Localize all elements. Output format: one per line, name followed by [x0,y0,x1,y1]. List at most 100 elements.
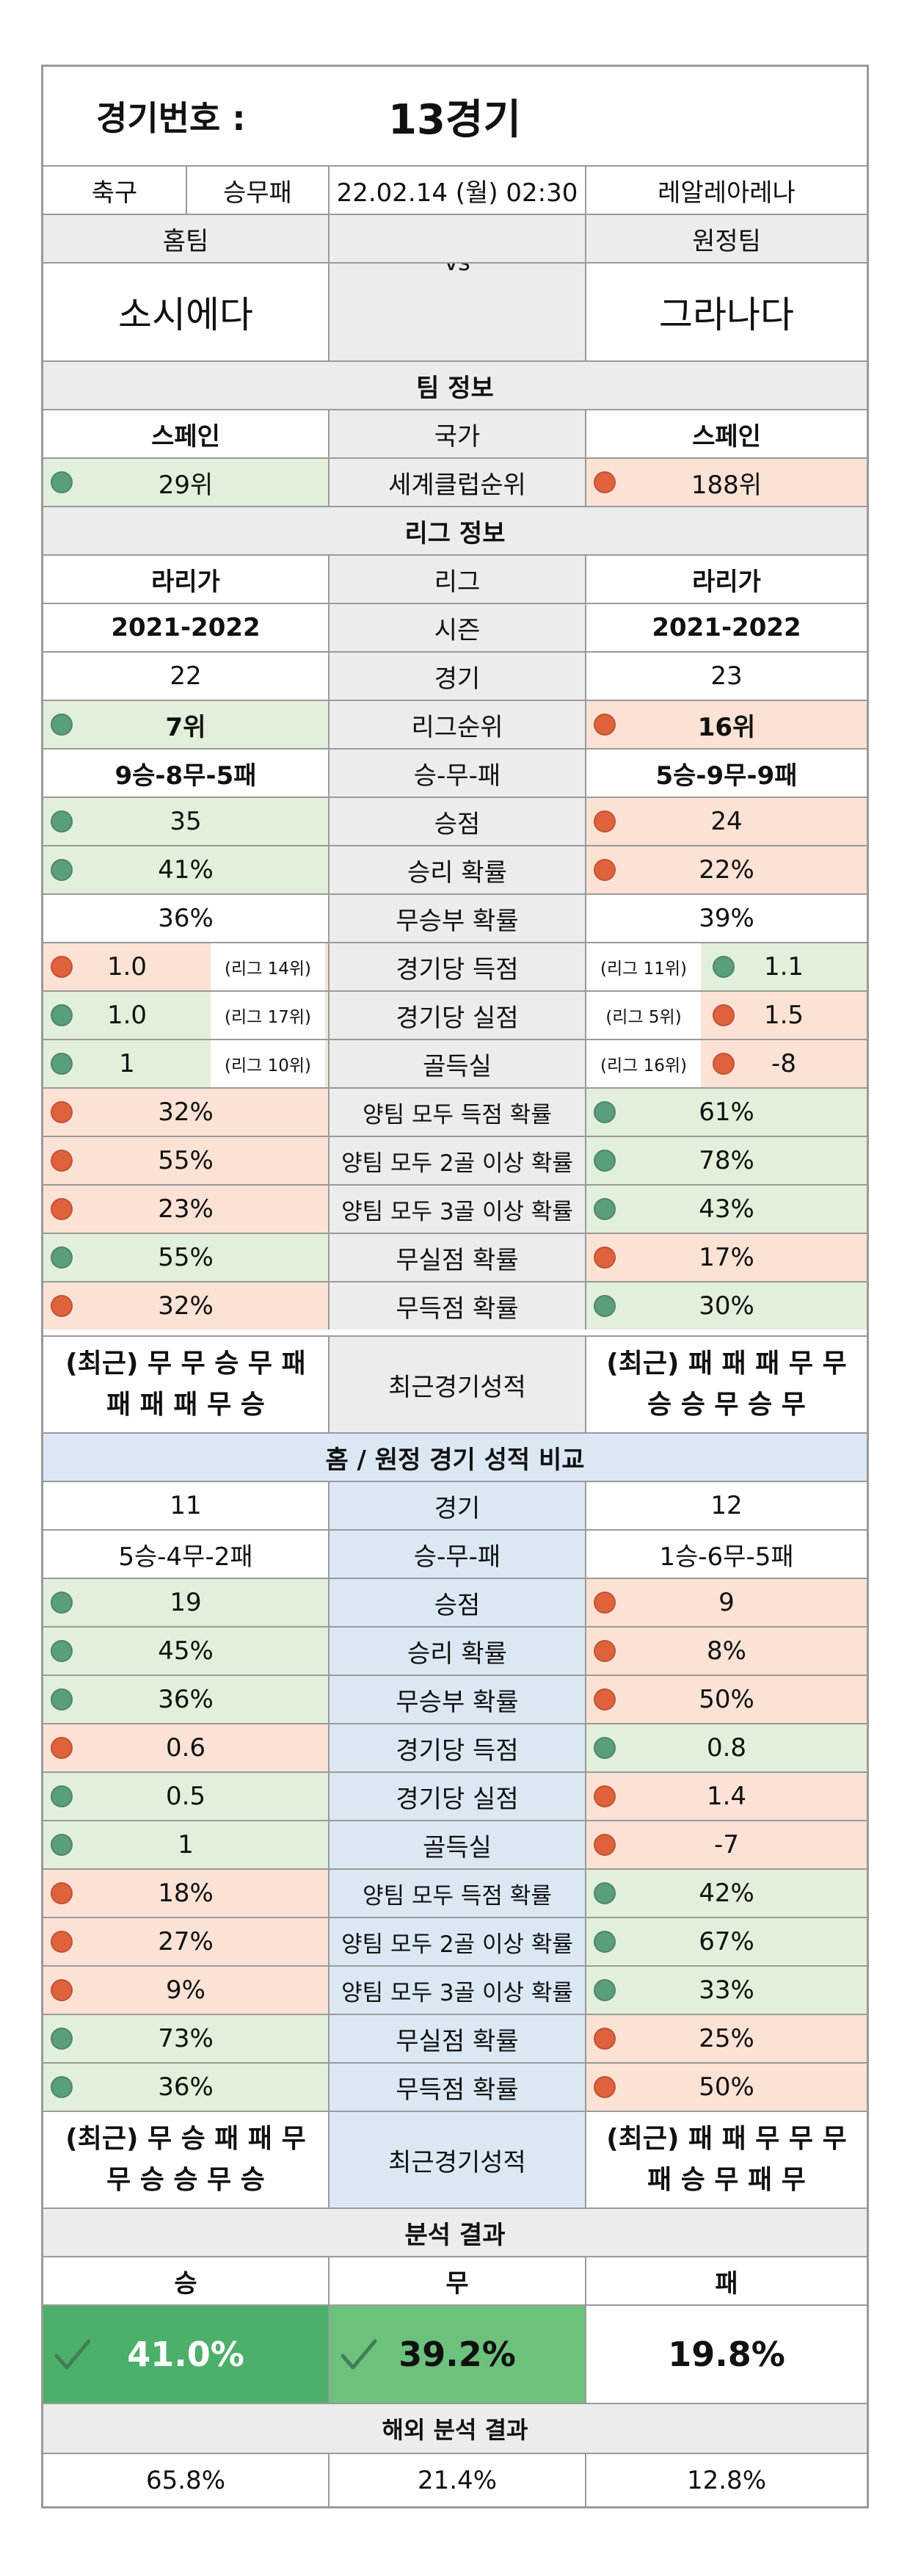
stat-row: 19 승점 9 [43,1578,867,1626]
stat-value-text: 0.6 [165,1733,206,1763]
stat-value-text: 55% [158,1243,214,1272]
stat-row: 45% 승리 확률 8% [43,1626,867,1675]
stat-value-text: 5승-9무-9패 [655,761,798,791]
home-stat-value: 9% [43,1967,328,2014]
away-stat-value: (리그 5위) 1.5 [585,992,867,1039]
stat-row: 55% 양팀 모두 2골 이상 확률 78% [43,1136,867,1184]
stat-label-text: 승-무-패 [413,761,501,791]
stat-label-text: 경기당 실점 [396,1784,519,1814]
stat-row: 23% 양팀 모두 3골 이상 확률 43% [43,1184,867,1233]
league-rank-note: (리그 14위) [211,943,325,990]
stat-value-text: 라리가 [151,567,220,597]
home-team-name: 소시에다 [43,264,328,360]
home-stat-value: 35 [43,798,328,845]
stat-value-text: 36% [158,904,214,933]
stat-label-text: 양팀 모두 2골 이상 확률 [341,1931,573,1958]
stat-row: 0.5 경기당 실점 1.4 [43,1771,867,1820]
home-stat-value: 라리가 [43,556,328,603]
stat-value-text: 1.5 [763,1001,804,1030]
good-indicator-icon [51,859,73,881]
home-stat-value: 55% [43,1137,328,1184]
stat-value-text: 50% [699,1685,754,1714]
match-analysis-sheet: 경기번호 : 13경기 축구 승무패 22.02.14 (월) 02:30 레알… [41,65,869,2508]
away-stat-value: 42% [585,1870,867,1917]
away-stat-value: 16위 [585,701,867,748]
good-indicator-icon [51,1004,73,1026]
good-indicator-icon [51,1785,73,1807]
stat-value-text: 30% [699,1291,754,1321]
stat-value-text: 45% [158,1636,214,1666]
home-team-label: 홈팀 [43,215,328,262]
stat-label: 승점 [328,1579,585,1626]
stat-value-text: 22% [699,855,754,885]
stat-label: 무승부 확률 [328,1676,585,1723]
stat-label: 경기당 실점 [328,1773,585,1820]
good-indicator-icon [51,2028,73,2050]
analysis-result-row: 41.0% 39.2% 19.8% [43,2304,867,2403]
bad-indicator-icon [51,1931,73,1953]
home-stat-value: 55% [43,1234,328,1281]
away-recent-form: (최근) 패 패 패 무 무 승 승 무 승 무 [585,1337,867,1432]
bad-indicator-icon [51,1979,73,2001]
stat-value-text: 33% [699,1975,754,2005]
bad-indicator-icon [594,1592,616,1614]
good-indicator-icon [51,471,73,493]
bad-indicator-icon [594,1640,616,1662]
bad-indicator-icon [51,956,73,978]
stat-value-text: 67% [699,1927,754,1956]
league-info-header: 리그 정보 [43,506,867,554]
home-stat-value: 7위 [43,701,328,748]
stat-value-text: 78% [699,1146,754,1175]
stat-value-text: 2021-2022 [111,613,261,642]
league-rank-note: (리그 10위) [211,1040,325,1087]
stat-label-text: 양팀 모두 2골 이상 확률 [341,1150,573,1177]
stat-label: 무실점 확률 [328,1234,585,1281]
stat-label-text: 무승부 확률 [396,1687,519,1717]
bad-indicator-icon [51,1101,73,1123]
stat-label-text: 무실점 확률 [396,1245,519,1275]
good-indicator-icon [51,1834,73,1856]
away-stat-value: 8% [585,1628,867,1675]
stat-label: 경기 [328,653,585,700]
stat-label-text: 양팀 모두 득점 확률 [363,1882,552,1909]
bad-indicator-icon [51,1198,73,1220]
stat-label-text: 승점 [434,809,481,839]
away-stat-value: 22% [585,846,867,893]
stat-value-text: 32% [158,1097,214,1127]
stat-value-text: 17% [699,1243,754,1272]
home-stat-value: 32% [43,1089,328,1136]
stat-label-text: 시즌 [434,615,481,645]
stat-label: 경기당 득점 [328,943,585,990]
away-team-name: 그라나다 [585,264,867,360]
bad-indicator-icon [51,1737,73,1759]
analysis-label-row: 승 무 패 [43,2256,867,2304]
stat-label: 리그 [328,556,585,603]
stat-label-text: 리그 [434,567,481,597]
stat-value-text: 50% [699,2072,754,2102]
good-indicator-icon [594,1295,616,1317]
stat-value-text: 55% [158,1146,214,1175]
home-stat-value: 27% [43,1918,328,1965]
stat-label: 승리 확률 [328,1628,585,1675]
home-stat-value: 41% [43,846,328,893]
stat-label: 무득점 확률 [328,2064,585,2111]
stat-value-text: 24 [710,807,743,836]
country-row: 스페인 국가 스페인 [43,409,867,457]
stat-value-text: 라리가 [692,567,761,597]
stat-value-text: 1.4 [706,1782,747,1811]
stat-label-text: 무득점 확률 [396,2075,519,2105]
match-number-label: 경기번호 : [96,98,246,138]
stat-label-text: 양팀 모두 3골 이상 확률 [341,1979,573,2006]
match-meta-row: 축구 승무패 22.02.14 (월) 02:30 레알레아레나 [43,165,867,214]
win-probability: 41.0% [43,2306,328,2403]
away-stat-value: -7 [585,1821,867,1868]
stat-value-text: 43% [699,1194,754,1224]
stat-row: 9% 양팀 모두 3골 이상 확률 33% [43,1965,867,2014]
stat-value-text: -8 [771,1049,796,1078]
away-stat-value: 23 [585,653,867,700]
stat-value-text: 32% [158,1291,214,1321]
stat-value-text: 8% [707,1636,746,1666]
stat-value-text: 1.1 [763,952,804,982]
good-indicator-icon [594,1931,616,1953]
stat-label: 승-무-패 [328,750,585,797]
